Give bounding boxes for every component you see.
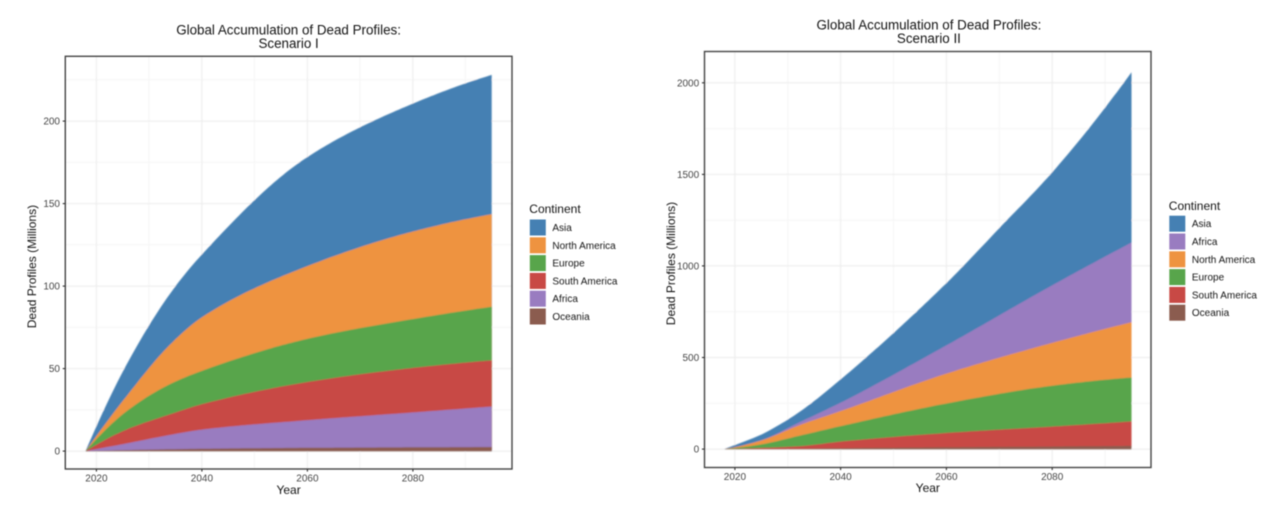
svg-text:2080: 2080 bbox=[1041, 472, 1064, 483]
svg-text:Scenario II: Scenario II bbox=[897, 31, 961, 46]
svg-text:500: 500 bbox=[683, 353, 700, 364]
svg-text:0: 0 bbox=[694, 445, 700, 456]
svg-text:2020: 2020 bbox=[724, 472, 747, 483]
svg-text:2040: 2040 bbox=[829, 472, 852, 483]
svg-text:2060: 2060 bbox=[935, 472, 958, 483]
svg-text:Dead Profiles (Millions): Dead Profiles (Millions) bbox=[25, 205, 39, 328]
svg-text:Global Accumulation of Dead Pr: Global Accumulation of Dead Profiles: bbox=[176, 23, 401, 38]
svg-text:Continent: Continent bbox=[529, 202, 581, 216]
svg-text:2080: 2080 bbox=[402, 474, 425, 485]
svg-text:Year: Year bbox=[276, 483, 300, 497]
svg-text:Oceania: Oceania bbox=[552, 312, 590, 323]
svg-text:1000: 1000 bbox=[677, 261, 700, 272]
svg-text:South America: South America bbox=[552, 276, 617, 287]
svg-text:Year: Year bbox=[916, 481, 940, 495]
svg-text:Africa: Africa bbox=[552, 294, 578, 305]
svg-text:Global Accumulation of Dead Pr: Global Accumulation of Dead Profiles: bbox=[817, 18, 1042, 33]
svg-text:Continent: Continent bbox=[1169, 199, 1221, 213]
svg-text:Oceania: Oceania bbox=[1192, 308, 1230, 319]
svg-text:Asia: Asia bbox=[552, 223, 572, 234]
svg-text:0: 0 bbox=[54, 447, 60, 458]
svg-text:150: 150 bbox=[43, 199, 60, 210]
svg-text:North America: North America bbox=[1192, 255, 1256, 266]
svg-text:200: 200 bbox=[43, 117, 60, 128]
svg-text:2040: 2040 bbox=[191, 474, 214, 485]
svg-text:1500: 1500 bbox=[677, 170, 700, 181]
svg-text:Europe: Europe bbox=[1192, 273, 1225, 284]
svg-text:Scenario I: Scenario I bbox=[258, 36, 318, 51]
svg-text:2060: 2060 bbox=[296, 474, 319, 485]
svg-text:2020: 2020 bbox=[85, 474, 108, 485]
svg-text:50: 50 bbox=[49, 364, 61, 375]
svg-text:South America: South America bbox=[1192, 290, 1257, 301]
svg-text:Dead Profiles (Millions): Dead Profiles (Millions) bbox=[664, 202, 678, 325]
svg-text:North America: North America bbox=[552, 241, 616, 252]
svg-text:100: 100 bbox=[43, 282, 60, 293]
svg-text:Africa: Africa bbox=[1192, 237, 1218, 248]
svg-text:2000: 2000 bbox=[677, 78, 700, 89]
svg-text:Europe: Europe bbox=[552, 259, 585, 270]
svg-text:Asia: Asia bbox=[1192, 219, 1212, 230]
